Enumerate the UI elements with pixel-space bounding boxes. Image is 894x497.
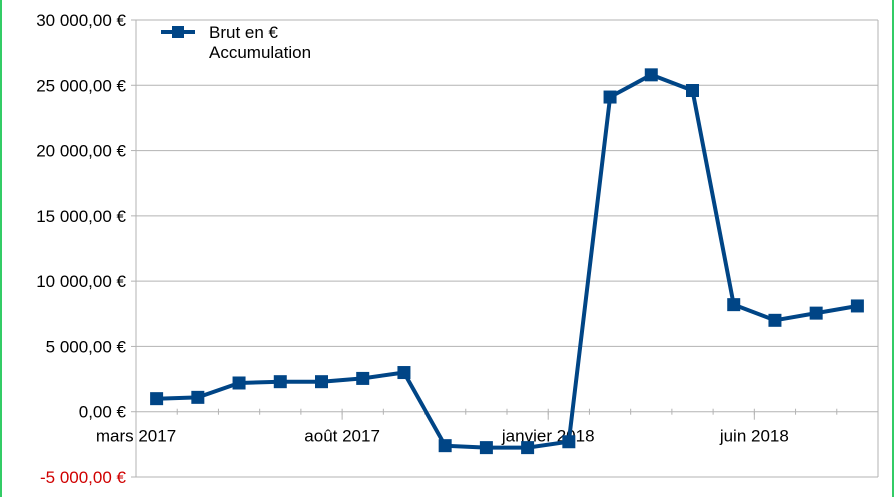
data-point-marker	[768, 313, 782, 327]
y-tick-label: 10 000,00 €	[36, 272, 126, 291]
data-point-marker	[644, 68, 658, 82]
legend-entry-1: Brut en €	[209, 23, 279, 42]
y-tick-label: 30 000,00 €	[36, 11, 126, 30]
x-tick-label: août 2017	[304, 427, 380, 446]
data-point-marker	[150, 392, 164, 406]
y-axis-ticks: 30 000,00 € 25 000,00 € 20 000,00 € 15 000,…	[36, 11, 136, 487]
data-point-marker	[356, 371, 370, 385]
data-point-marker	[273, 375, 287, 389]
legend: Brut en € Accumulation	[161, 23, 311, 62]
y-tick-label: 15 000,00 €	[36, 207, 126, 226]
data-point-marker	[686, 84, 699, 98]
data-point-marker	[315, 375, 328, 389]
data-point-marker	[521, 441, 535, 455]
data-point-marker	[809, 306, 823, 320]
y-tick-label: 20 000,00 €	[36, 142, 126, 161]
data-point-marker	[562, 435, 576, 449]
series-line	[156, 72, 858, 450]
y-tick-label: 25 000,00 €	[36, 76, 126, 95]
x-tick-label: juin 2018	[719, 427, 789, 446]
data-point-marker	[603, 90, 617, 104]
legend-entry-2: Accumulation	[209, 43, 311, 62]
data-point-marker	[727, 298, 741, 312]
y-tick-label: 5 000,00 €	[46, 337, 127, 356]
data-point-marker	[232, 376, 246, 390]
x-tick-label: mars 2017	[96, 427, 176, 446]
data-point-marker	[479, 441, 493, 455]
data-point-marker	[191, 390, 205, 404]
y-tick-label: -5 000,00 €	[40, 468, 127, 487]
data-point-marker	[438, 439, 452, 453]
legend-marker-icon	[172, 26, 184, 38]
series-group	[150, 68, 864, 455]
data-point-marker	[850, 299, 864, 313]
y-tick-label: 0,00 €	[79, 403, 127, 422]
data-point-marker	[397, 366, 411, 380]
